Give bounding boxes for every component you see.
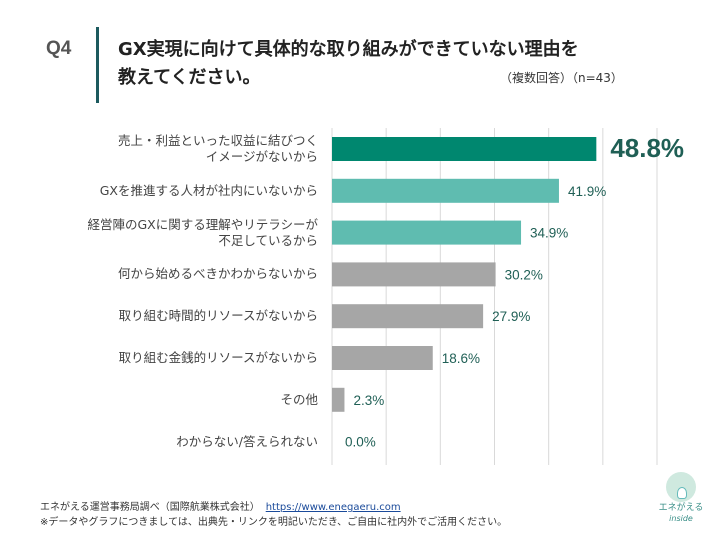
category-label: わからない/答えられない [176, 433, 318, 449]
title-line-2: 教えてください。 [118, 67, 261, 88]
bar [332, 220, 522, 245]
category-label: GXを推進する人材が社内にいないから [99, 182, 318, 198]
source-text: エネがえる運営事務局調べ（国際航業株式会社） [40, 502, 260, 513]
enegaeru-logo: エネがえる inside [654, 470, 708, 532]
data-label: 0.0% [345, 435, 376, 450]
sample-note: （複数回答）（n=43） [500, 71, 623, 85]
bar [332, 178, 559, 203]
category-label: 取り組む金銭的リソースがないから [118, 350, 318, 365]
data-label: 2.3% [353, 393, 384, 408]
data-label: 41.9% [568, 184, 606, 199]
data-label: 30.2% [505, 267, 543, 282]
category-label: 経営陣のGXに関する理解やリテラシーが 不足しているから [87, 216, 318, 248]
source-link[interactable]: https://www.enegaeru.com [265, 502, 401, 513]
category-label: 売上・利益といった収益に結びつく イメージがないから [117, 133, 318, 164]
bar [332, 346, 433, 370]
data-label: 48.8% [610, 133, 684, 163]
title-line-1: GX実現に向けて具体的な取り組みができていない理由を [118, 39, 579, 60]
bar [332, 304, 484, 329]
question-number: Q4 [46, 38, 72, 59]
category-label: 取り組む時間的リソースがないから [118, 308, 318, 324]
divider [96, 27, 99, 103]
bar [332, 137, 597, 161]
disclaimer: ※データやグラフにつきましては、出典先・リンクを明記いただき、ご自由に社内外でご… [40, 517, 508, 528]
logo-name: エネがえる [658, 503, 704, 513]
source-line: エネがえる運営事務局調べ（国際航業株式会社） https://www.enegae… [40, 498, 401, 513]
frog-icon [666, 472, 696, 502]
data-label: 18.6% [442, 351, 480, 366]
bar [332, 262, 496, 287]
category-label: 何から始めるべきかわからないから [117, 266, 318, 282]
data-label: 34.9% [530, 226, 568, 241]
data-label: 27.9% [492, 309, 530, 324]
bar [332, 387, 345, 412]
category-label: その他 [280, 391, 318, 407]
page-title: GX実現に向けて具体的な取り組みができていない理由を 教えてください。 [118, 36, 579, 92]
logo-sub: inside [669, 514, 693, 523]
